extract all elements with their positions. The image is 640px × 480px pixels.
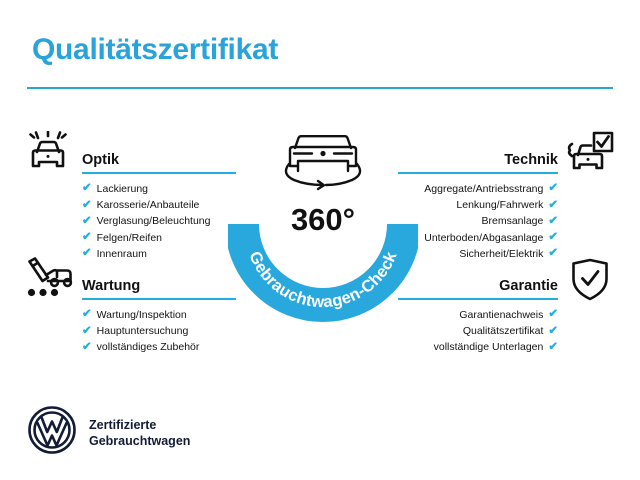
dipstick-car-icon xyxy=(24,257,74,306)
list-item: Garantienachweis ✔ xyxy=(388,307,558,323)
car-shine-icon xyxy=(24,130,72,180)
footer-line-2: Gebrauchtwagen xyxy=(89,433,191,448)
list-item-label: Sicherheit/Elektrik xyxy=(459,247,544,260)
list-item-label: Karosserie/Anbauteile xyxy=(96,199,200,212)
check-icon: ✔ xyxy=(548,247,558,260)
check-icon: ✔ xyxy=(548,198,558,211)
list-item: ✔ Lackierung xyxy=(82,181,242,197)
check-icon: ✔ xyxy=(82,198,92,211)
check-icon: ✔ xyxy=(82,340,92,353)
list-item-label: Bremsanlage xyxy=(481,215,544,228)
section-wartung: Wartung ✔ Wartung/Inspektion ✔ Hauptunters… xyxy=(82,272,242,356)
checklist-technik: Aggregate/Antriebsstrang ✔ Lenkung/Fahrwe… xyxy=(388,181,558,262)
list-item: ✔ Felgen/Reifen xyxy=(82,230,242,246)
list-item-label: Lenkung/Fahrwerk xyxy=(456,199,544,212)
check-icon: ✔ xyxy=(548,308,558,321)
list-item: Unterboden/Abgasanlage ✔ xyxy=(388,230,558,246)
section-divider xyxy=(398,172,558,174)
checklist-garantie: Garantienachweis ✔ Qualitätszertifikat ✔ v… xyxy=(388,307,558,356)
list-item: ✔ Hauptuntersuchung xyxy=(82,323,242,339)
section-header: Optik xyxy=(82,146,242,174)
list-item-label: Innenraum xyxy=(96,247,147,260)
section-technik: Technik Aggregate/Antriebsstrang ✔ Lenkun… xyxy=(388,146,558,262)
section-divider xyxy=(398,298,558,300)
section-title-wartung: Wartung xyxy=(82,278,141,294)
check-icon: ✔ xyxy=(82,230,92,243)
car-checkbox-icon xyxy=(566,131,614,180)
list-item: Bremsanlage ✔ xyxy=(388,213,558,229)
360-check-badge: Gebrauchtwagen-Check 360° xyxy=(225,124,421,324)
list-item: ✔ Verglasung/Beleuchtung xyxy=(82,213,242,229)
list-item-label: Hauptuntersuchung xyxy=(96,325,189,338)
check-icon: ✔ xyxy=(82,182,92,195)
list-item: vollständige Unterlagen ✔ xyxy=(388,339,558,355)
check-icon: ✔ xyxy=(548,214,558,227)
list-item: ✔ Innenraum xyxy=(82,246,242,262)
list-item: ✔ Wartung/Inspektion xyxy=(82,307,242,323)
list-item: ✔ Karosserie/Anbauteile xyxy=(82,197,242,213)
car-rotate-icon xyxy=(284,135,362,191)
list-item: ✔ vollständiges Zubehör xyxy=(82,339,242,355)
list-item-label: Felgen/Reifen xyxy=(96,231,163,244)
section-divider xyxy=(82,172,236,174)
badge-center-label: 360° xyxy=(290,202,356,237)
section-header: Garantie xyxy=(388,272,558,300)
section-title-optik: Optik xyxy=(82,152,120,168)
list-item-label: Aggregate/Antriebsstrang xyxy=(424,183,544,195)
list-item-label: Garantienachweis xyxy=(459,309,544,321)
checklist-optik: ✔ Lackierung ✔ Karosserie/Anbauteile ✔ Verg… xyxy=(82,181,242,262)
check-icon: ✔ xyxy=(548,324,558,337)
list-item-label: Wartung/Inspektion xyxy=(96,309,187,321)
list-item-label: Lackierung xyxy=(96,183,149,195)
check-icon: ✔ xyxy=(82,214,92,227)
list-item-label: Qualitätszertifikat xyxy=(462,325,544,338)
page-title: Qualitätszertifikat xyxy=(32,33,279,66)
list-item-label: Unterboden/Abgasanlage xyxy=(424,231,544,244)
check-icon: ✔ xyxy=(548,340,558,353)
footer-line-1: Zertifizierte xyxy=(89,417,157,432)
footer-branding: Zertifizierte Gebrauchtwagen xyxy=(27,405,190,460)
footer-text: Zertifizierte Gebrauchtwagen xyxy=(89,417,190,449)
list-item-label: vollständige Unterlagen xyxy=(433,341,544,354)
section-divider xyxy=(82,298,236,300)
check-icon: ✔ xyxy=(82,324,92,337)
badge-arc xyxy=(225,223,421,322)
badge-graphic: Gebrauchtwagen-Check xyxy=(225,135,421,322)
section-title-technik: Technik xyxy=(504,152,558,168)
volkswagen-logo xyxy=(27,405,77,460)
list-item: Aggregate/Antriebsstrang ✔ xyxy=(388,181,558,197)
list-item-label: Verglasung/Beleuchtung xyxy=(96,215,211,228)
section-header: Technik xyxy=(388,146,558,174)
list-item: Sicherheit/Elektrik ✔ xyxy=(388,246,558,262)
section-title-garantie: Garantie xyxy=(499,278,558,294)
list-item: Lenkung/Fahrwerk ✔ xyxy=(388,197,558,213)
check-icon: ✔ xyxy=(548,230,558,243)
list-item-label: vollständiges Zubehör xyxy=(96,341,200,354)
section-optik: Optik ✔ Lackierung ✔ Karosserie/Anbauteile… xyxy=(82,146,242,262)
section-header: Wartung xyxy=(82,272,242,300)
section-garantie: Garantie Garantienachweis ✔ Qualitätszert… xyxy=(388,272,558,356)
list-item: Qualitätszertifikat ✔ xyxy=(388,323,558,339)
check-icon: ✔ xyxy=(82,308,92,321)
check-icon: ✔ xyxy=(82,247,92,260)
shield-check-icon xyxy=(570,258,610,307)
checklist-wartung: ✔ Wartung/Inspektion ✔ Hauptuntersuchung ✔… xyxy=(82,307,242,356)
title-divider xyxy=(27,87,613,89)
check-icon: ✔ xyxy=(548,182,558,195)
